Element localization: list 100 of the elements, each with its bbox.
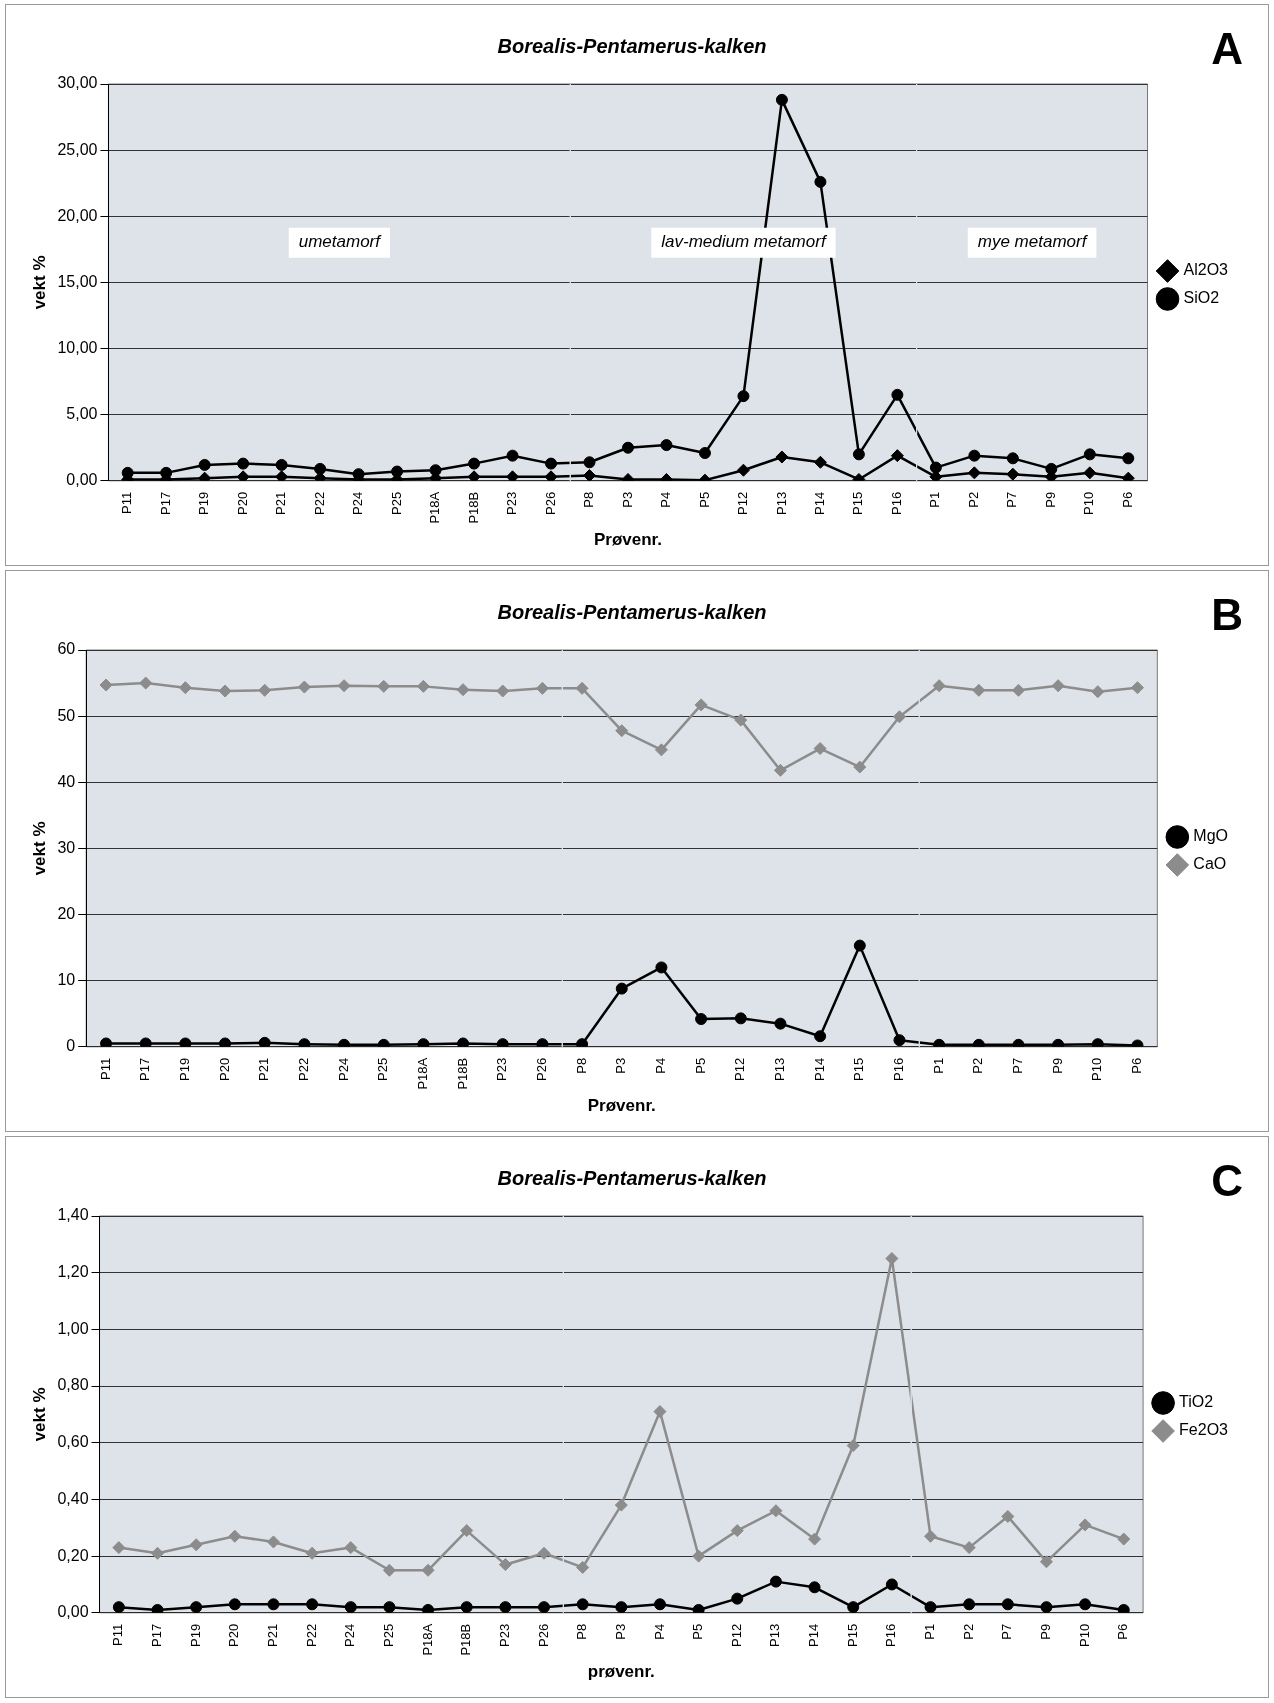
x-tick-label: P2: [970, 1057, 986, 1074]
x-tick-label: P15: [851, 1057, 867, 1081]
x-tick-label: P21: [265, 1623, 281, 1647]
point: [653, 1405, 667, 1419]
point: [814, 175, 827, 188]
point: [660, 439, 673, 452]
point: [456, 683, 470, 697]
x-tick-label: P13: [767, 1623, 783, 1647]
x-tick-label: P25: [375, 1057, 391, 1081]
x-tick-label: P22: [311, 491, 327, 515]
point: [891, 388, 904, 401]
point: [1117, 1603, 1130, 1613]
x-tick-label: P13: [773, 491, 789, 515]
y-tick-label: 0,60: [57, 1433, 89, 1451]
y-tick-label: 1,40: [57, 1206, 89, 1224]
x-tick-label: P5: [692, 1057, 708, 1074]
x-tick-label: P20: [226, 1623, 242, 1647]
point: [1040, 1601, 1053, 1613]
point: [924, 1601, 937, 1613]
x-tick-label: P4: [651, 1623, 667, 1640]
point: [382, 1563, 396, 1577]
point: [692, 1603, 705, 1613]
point: [337, 679, 351, 693]
point: [621, 441, 634, 454]
y-axis-title: vekt %: [29, 1387, 49, 1442]
point: [1078, 1518, 1092, 1532]
x-tick-label: P15: [844, 1623, 860, 1647]
point: [139, 1037, 152, 1047]
x-tick-label: P19: [176, 1057, 192, 1081]
point: [655, 961, 668, 974]
point: [499, 1601, 512, 1613]
point: [496, 684, 510, 698]
point: [698, 447, 711, 460]
point: [305, 1546, 319, 1560]
x-tick-label: P14: [811, 491, 827, 515]
point: [893, 1034, 906, 1047]
y-tick-label: 50: [57, 706, 76, 724]
point: [1079, 1598, 1092, 1611]
point: [139, 676, 153, 690]
point: [1006, 467, 1020, 481]
point: [614, 1498, 628, 1512]
x-axis-title: Prøvenr.: [587, 1096, 656, 1116]
point: [813, 742, 827, 756]
x-tick-label: P12: [728, 1623, 744, 1647]
x-tick-label: P2: [965, 491, 981, 508]
point: [1001, 1598, 1014, 1611]
legend-label: Al2O3: [1183, 261, 1229, 279]
band-label: mye metamorf: [977, 232, 1089, 252]
legend-label: CaO: [1193, 855, 1227, 873]
y-tick-label: 15,00: [57, 272, 98, 290]
x-tick-label: P26: [534, 1057, 549, 1081]
point: [537, 1546, 551, 1560]
point: [218, 684, 232, 698]
point: [885, 1252, 899, 1266]
x-tick-label: P5: [690, 1623, 706, 1640]
point: [1083, 448, 1096, 461]
point: [544, 470, 558, 481]
x-tick-label: P4: [653, 1057, 669, 1074]
x-tick-label: P18A: [414, 1057, 430, 1090]
x-tick-label: P11: [110, 1623, 126, 1646]
x-tick-label: P5: [696, 491, 712, 508]
x-tick-label: P7: [999, 1623, 1015, 1640]
point: [467, 470, 481, 481]
point: [219, 1037, 232, 1047]
x-tick-label: P1: [930, 1057, 946, 1074]
y-tick-label: 20,00: [57, 206, 98, 224]
point: [967, 466, 981, 480]
point: [963, 1598, 976, 1611]
chart-title: Borealis-Pentamerus-kalken: [497, 34, 767, 57]
point: [615, 1601, 628, 1613]
point: [377, 679, 391, 693]
point: [545, 457, 558, 470]
point: [112, 1541, 126, 1555]
x-tick-label: P15: [850, 491, 866, 515]
x-tick-label: P25: [388, 491, 404, 515]
point: [583, 469, 596, 481]
point: [1130, 681, 1144, 695]
x-tick-label: P12: [735, 491, 751, 515]
point: [1011, 683, 1025, 697]
point: [297, 680, 311, 694]
x-tick-label: P18B: [454, 1057, 470, 1090]
point: [968, 449, 981, 462]
x-tick-label: P9: [1038, 1623, 1054, 1640]
x-tick-label: P23: [504, 491, 520, 515]
x-tick-label: P22: [295, 1057, 311, 1081]
point: [275, 458, 288, 471]
point: [266, 1535, 280, 1549]
point: [258, 683, 272, 697]
y-axis-title: vekt %: [29, 821, 49, 876]
chart-title: Borealis-Pentamerus-kalken: [497, 600, 767, 623]
x-tick-label: P16: [888, 491, 904, 515]
x-tick-label: P9: [1042, 491, 1058, 508]
x-tick-label: P8: [574, 1623, 590, 1640]
point: [228, 1529, 242, 1543]
x-tick-label: P18A: [427, 491, 443, 524]
text: C: [1211, 1156, 1243, 1206]
y-tick-label: 30,00: [57, 74, 98, 92]
point: [962, 1541, 976, 1555]
y-tick-label: 1,20: [57, 1263, 89, 1281]
legend-label: SiO2: [1183, 289, 1220, 307]
